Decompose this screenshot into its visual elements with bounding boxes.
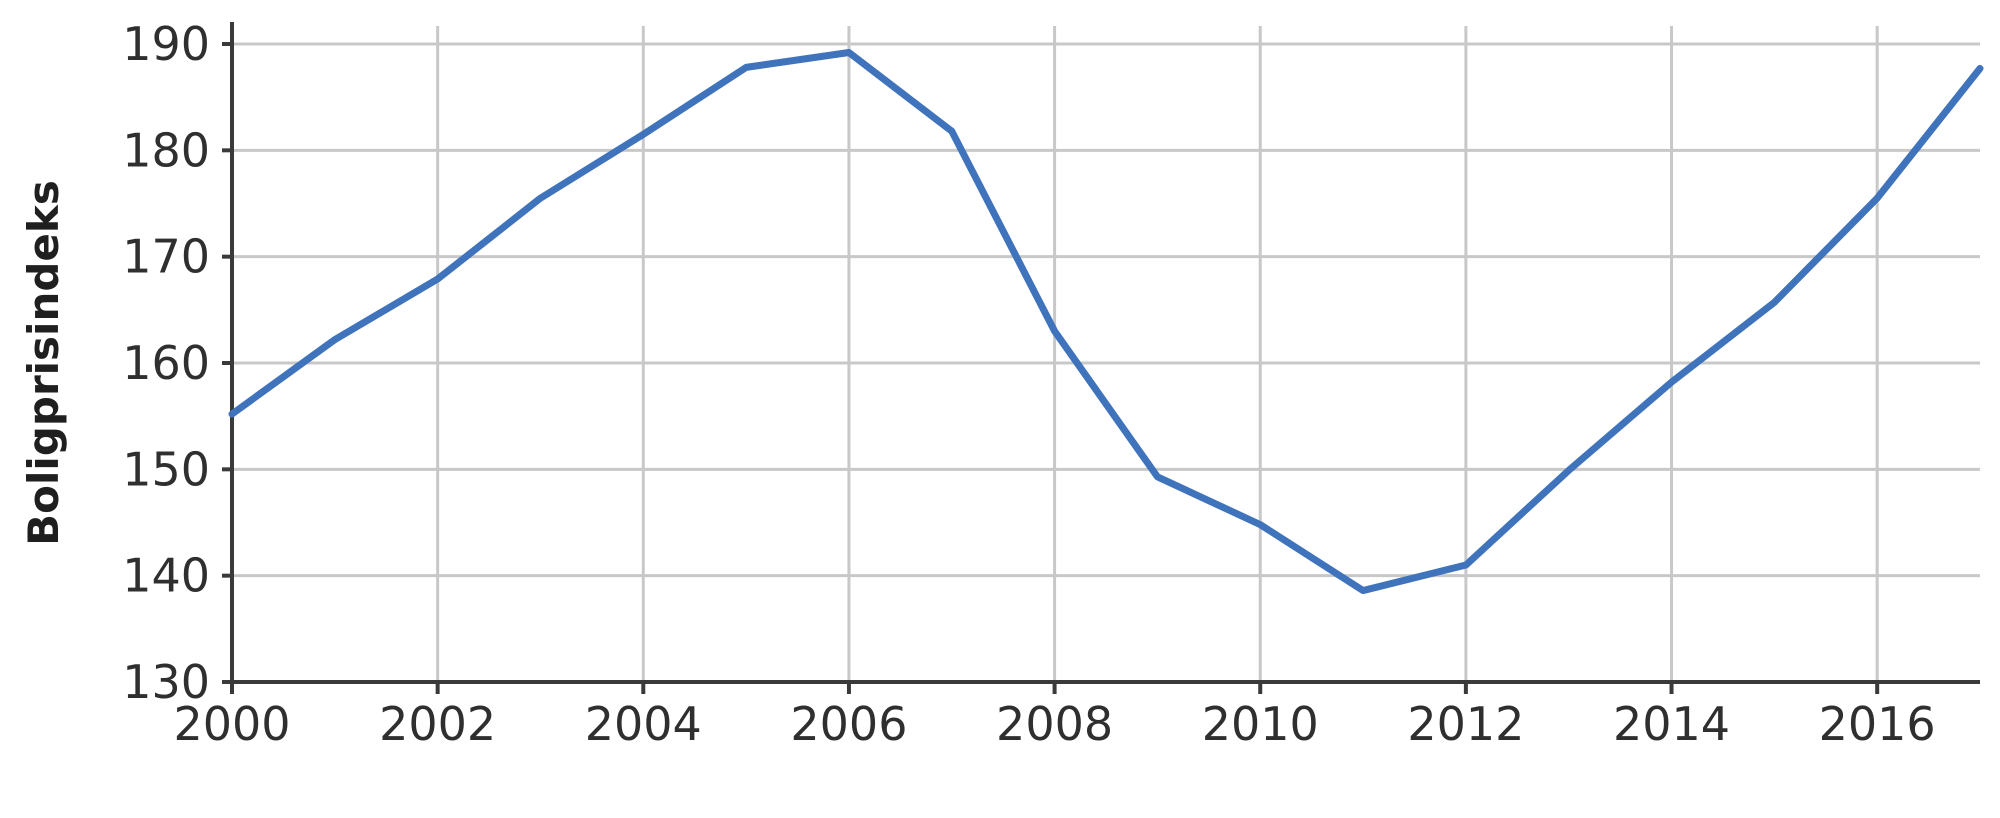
series-layer [228,49,1984,595]
house-price-index-data-point [1154,474,1160,480]
x-tick-label: 2000 [173,697,290,751]
x-tick-label: 2014 [1613,697,1730,751]
house-price-index-data-point [1874,195,1880,201]
house-price-index-data-point [332,337,338,343]
house-price-index-data-point [1257,522,1263,528]
x-tick-label: 2012 [1407,697,1524,751]
y-axis-title: Boligprisindeks [19,180,68,546]
house-price-index-data-point [1360,588,1366,594]
house-price-index-data-point [1463,562,1469,568]
x-tick-label: 2008 [996,697,1113,751]
house-price-index-data-point [743,64,749,70]
x-tick-label: 2006 [790,697,907,751]
y-tick-label: 140 [122,549,210,603]
axis-layer [222,22,1980,694]
house-price-index-data-point [846,50,852,56]
house-price-index-data-point [435,276,441,282]
house-price-index-series-line [228,49,1984,595]
x-tick-label: 2002 [379,697,496,751]
house-price-index-data-point [229,411,235,417]
house-price-index-data-point [1566,467,1572,473]
house-price-index-data-point [640,131,646,137]
house-price-index-data-point [1669,379,1675,385]
x-tick-label: 2010 [1202,697,1319,751]
house-price-index-data-point [1052,328,1058,334]
house-price-index-data-point [1771,299,1777,305]
grid-layer [230,26,1980,684]
y-tick-label: 190 [122,17,210,71]
house-price-index-data-point [949,128,955,134]
y-tick-label: 130 [122,655,210,709]
y-tick-label: 180 [122,123,210,177]
house-price-index-data-point [1977,65,1983,71]
house-price-index-data-point [537,195,543,201]
y-tick-label: 160 [122,336,210,390]
y-tick-label: 150 [122,442,210,496]
label-layer: 130 140 150 160 170 180 190 2000 2002 2004 2006 200… [19,17,1936,751]
x-tick-label: 2004 [585,697,702,751]
x-tick-label: 2016 [1819,697,1936,751]
y-tick-label: 170 [122,230,210,284]
